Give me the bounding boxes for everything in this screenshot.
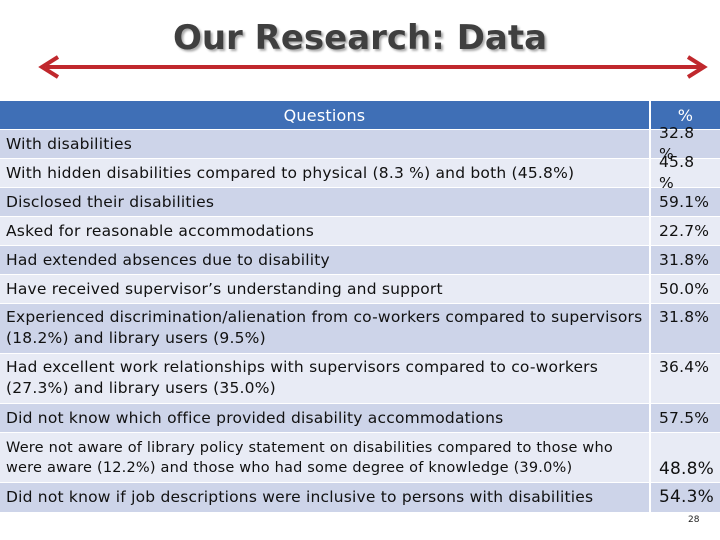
- double-arrow: [38, 55, 708, 79]
- percent-cell: 45.8 %: [651, 153, 720, 192]
- percent-cell: 54.3%: [651, 483, 720, 512]
- percent-cell: 31.8%: [651, 246, 720, 274]
- percent-cell: 22.7%: [651, 217, 720, 245]
- question-cell: Disclosed their disabilities: [0, 188, 649, 216]
- question-cell: Did not know which office provided disab…: [0, 404, 649, 432]
- percent-cell: 57.5%: [651, 404, 720, 432]
- question-cell: With disabilities: [0, 130, 649, 158]
- question-cell: Had extended absences due to disability: [0, 246, 649, 274]
- page-number: 28: [688, 515, 700, 525]
- percent-cell: 59.1%: [651, 188, 720, 216]
- question-cell: Experienced discrimination/alienation fr…: [0, 304, 649, 353]
- percent-cell: 48.8%: [651, 433, 720, 482]
- percent-cell: 36.4%: [651, 354, 720, 403]
- question-cell: With hidden disabilities compared to phy…: [0, 159, 649, 187]
- percent-cell: 50.0%: [651, 275, 720, 303]
- column-header: %: [651, 101, 720, 129]
- question-cell: Had excellent work relationships with su…: [0, 354, 649, 403]
- column-header: Questions: [0, 101, 649, 129]
- question-cell: Have received supervisor’s understanding…: [0, 275, 649, 303]
- percent-cell: 31.8%: [651, 304, 720, 353]
- question-cell: Asked for reasonable accommodations: [0, 217, 649, 245]
- slide-title: Our Research: Data: [172, 18, 548, 58]
- question-cell: Were not aware of library policy stateme…: [0, 433, 649, 482]
- question-cell: Did not know if job descriptions were in…: [0, 483, 649, 512]
